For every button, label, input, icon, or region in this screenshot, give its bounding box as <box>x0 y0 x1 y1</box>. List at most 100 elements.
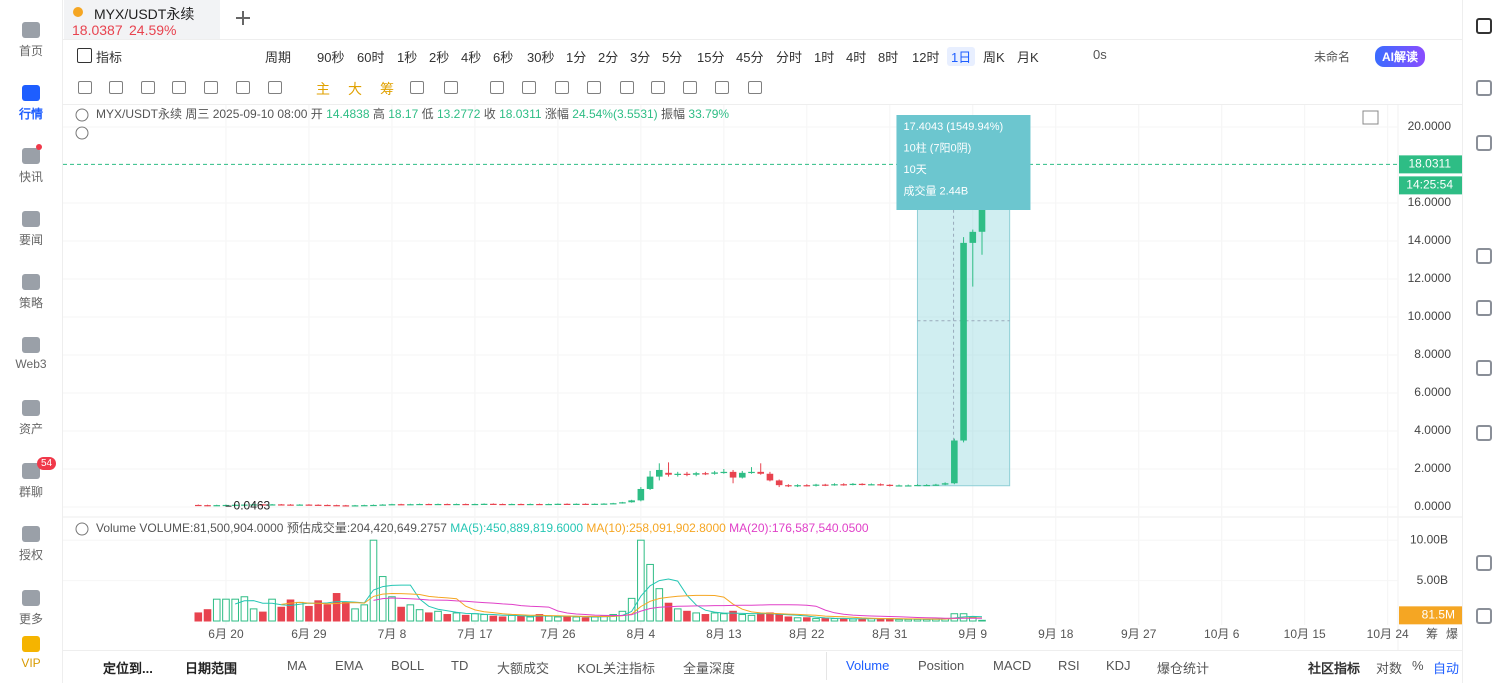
nav-item[interactable]: VIP <box>0 636 62 670</box>
nav-icon <box>22 590 40 606</box>
pct-btn[interactable]: % <box>1412 658 1424 673</box>
tool-icon[interactable] <box>1476 248 1492 264</box>
draw-tool[interactable]: 主 <box>316 81 330 97</box>
tool-icon[interactable] <box>1476 360 1492 376</box>
draw-icon[interactable] <box>620 81 634 94</box>
interval-btn[interactable]: 1分 <box>566 50 587 65</box>
draw-icon[interactable] <box>410 81 424 94</box>
tool-icon[interactable] <box>1476 18 1492 34</box>
interval-btn[interactable]: 1秒 <box>397 50 418 65</box>
main-indicator[interactable]: EMA <box>335 658 364 673</box>
main-indicator[interactable]: TD <box>451 658 469 673</box>
tool-icon[interactable] <box>1476 135 1492 151</box>
interval-btn[interactable]: 6秒 <box>493 50 514 65</box>
nav-item[interactable]: 策略 <box>0 274 62 311</box>
interval-btn[interactable]: 90秒 <box>317 50 345 65</box>
nav-item[interactable]: 群聊 <box>0 463 62 500</box>
nav-item[interactable]: 快讯 <box>0 148 62 185</box>
main-indicator[interactable]: MA <box>287 658 307 673</box>
community[interactable]: 社区指标 <box>1308 661 1361 676</box>
expand-icon <box>75 126 89 140</box>
draw-icon[interactable] <box>268 81 282 94</box>
interval-btn[interactable]: 1日 <box>947 47 976 66</box>
price-tag <box>1399 155 1462 174</box>
locate-btn[interactable]: 定位到... <box>103 661 153 676</box>
interval-btn[interactable]: 60时 <box>357 50 385 65</box>
ai-btn[interactable]: AI解读 <box>1375 46 1426 67</box>
draw-icon[interactable] <box>587 81 601 94</box>
volume-bar <box>507 614 516 622</box>
interval-btn[interactable]: 1时 <box>814 50 835 65</box>
interval-btn[interactable]: 15分 <box>697 50 725 65</box>
draw-icon[interactable] <box>490 81 504 94</box>
sub-indicator[interactable]: 爆仓统计 <box>1157 661 1210 676</box>
draw-icon[interactable] <box>236 81 250 94</box>
interval-btn[interactable]: 4秒 <box>461 50 482 65</box>
main-indicator[interactable]: 全量深度 <box>683 661 736 676</box>
candle-body <box>388 504 396 506</box>
sub-indicator[interactable]: Volume <box>846 658 890 673</box>
interval-btn[interactable]: 2秒 <box>429 50 450 65</box>
indicator-btn[interactable]: 指标 <box>96 50 123 65</box>
draw-icon[interactable] <box>715 81 729 94</box>
nav-item[interactable]: 授权 <box>0 526 62 563</box>
main-indicator[interactable]: KOL关注指标 <box>577 661 656 676</box>
nav-item[interactable]: 行情 <box>0 85 62 122</box>
log-btn[interactable]: 对数 <box>1376 661 1403 676</box>
draw-icon[interactable] <box>522 81 536 94</box>
nav-item[interactable]: 更多 <box>0 590 62 627</box>
interval-btn[interactable]: 周K <box>983 50 1005 65</box>
sub-indicator[interactable]: MACD <box>993 658 1032 673</box>
timer[interactable]: 0s <box>1093 47 1107 62</box>
tool-icon[interactable] <box>1476 555 1492 571</box>
volume-bar <box>673 608 682 622</box>
interval-btn[interactable]: 分时 <box>776 50 803 65</box>
range-btn[interactable]: 日期范围 <box>185 661 238 676</box>
volume-bar <box>517 615 525 622</box>
draw-tool[interactable]: 筹 <box>380 81 394 97</box>
draw-icon[interactable] <box>683 81 697 94</box>
draw-icon[interactable] <box>172 81 186 94</box>
nav-item[interactable]: 要闻 <box>0 211 62 248</box>
candle-body <box>480 503 488 505</box>
draw-icon[interactable] <box>651 81 665 94</box>
interval-btn[interactable]: 30秒 <box>527 50 555 65</box>
candle-body <box>904 485 912 487</box>
draw-icon[interactable] <box>109 81 123 94</box>
volume-bar <box>572 616 581 622</box>
period-btn[interactable]: 周期 <box>265 50 292 65</box>
interval-btn[interactable]: 3分 <box>630 50 651 65</box>
interval-btn[interactable]: 45分 <box>736 50 764 65</box>
layout-name[interactable]: 未命名 <box>1314 50 1351 64</box>
tool-icon[interactable] <box>1476 80 1492 96</box>
candle-body <box>324 504 331 507</box>
draw-tool[interactable]: 大 <box>348 81 362 97</box>
tool-icon[interactable] <box>1476 608 1492 624</box>
interval-btn[interactable]: 2分 <box>598 50 619 65</box>
draw-icon[interactable] <box>555 81 569 94</box>
interval-btn[interactable]: 12时 <box>912 50 940 65</box>
draw-icon[interactable] <box>444 81 458 94</box>
main-indicator[interactable]: BOLL <box>391 658 425 673</box>
volume-bar <box>775 614 783 622</box>
interval-btn[interactable]: 月K <box>1017 50 1039 65</box>
draw-icon[interactable] <box>78 81 92 94</box>
draw-icon[interactable] <box>748 81 762 94</box>
draw-icon[interactable] <box>204 81 218 94</box>
nav-item[interactable]: Web3 <box>0 337 62 371</box>
draw-icon[interactable] <box>141 81 155 94</box>
interval-btn[interactable]: 8时 <box>878 50 899 65</box>
auto-btn[interactable]: 自动 <box>1433 661 1460 676</box>
sub-indicator[interactable]: RSI <box>1058 658 1080 673</box>
tab-symbol[interactable]: MYX/USDT永续 <box>94 6 195 22</box>
sub-indicator[interactable]: KDJ <box>1106 658 1131 673</box>
interval-btn[interactable]: 4时 <box>846 50 867 65</box>
nav-item[interactable]: 资产 <box>0 400 62 437</box>
tool-icon[interactable] <box>1476 300 1492 316</box>
main-indicator[interactable]: 大额成交 <box>497 661 550 676</box>
nav-item[interactable]: 首页 <box>0 22 62 59</box>
sub-indicator[interactable]: Position <box>918 658 965 673</box>
interval-btn[interactable]: 5分 <box>662 50 683 65</box>
x-tick-label: 8月 4 <box>627 627 656 641</box>
tool-icon[interactable] <box>1476 425 1492 441</box>
